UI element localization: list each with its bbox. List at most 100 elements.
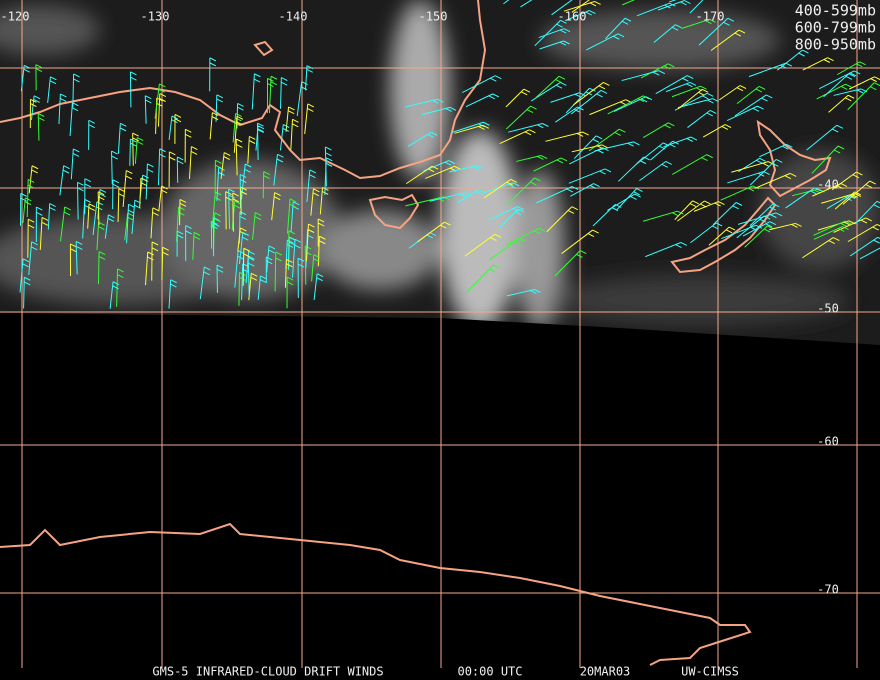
wind-barb [92, 201, 104, 236]
wind-barb [499, 129, 536, 145]
coastlines [0, 0, 832, 666]
tasmania-coast [368, 193, 420, 230]
wind-barb [168, 279, 177, 309]
wind-barb [176, 156, 184, 183]
wind-barb [555, 106, 584, 123]
wind-barb [561, 229, 599, 254]
wind-barb [545, 131, 589, 142]
wind-barb [640, 63, 675, 79]
wind-barb [122, 170, 133, 208]
wind-barb [405, 165, 439, 185]
wind-barb [60, 206, 71, 242]
wind-barb [129, 71, 137, 108]
wind-barb [689, 0, 704, 14]
wind-barb [47, 76, 57, 103]
wind-barb [310, 188, 320, 216]
wind-barb [145, 163, 154, 200]
wind-barb [570, 90, 608, 115]
wind-barb [489, 237, 526, 260]
wind-barb [212, 217, 220, 257]
latitude-label: -60 [817, 435, 839, 449]
wind-barb [674, 200, 699, 220]
wind-barb [520, 0, 533, 8]
wind-barb [26, 178, 35, 218]
wind-barb [23, 276, 31, 309]
wind-barb [563, 1, 601, 12]
antarctica-coast [0, 522, 752, 666]
legend-entry: 600-799mb [795, 19, 876, 37]
wind-barb [151, 241, 159, 281]
wind-barb [828, 94, 855, 113]
wind-barb [87, 203, 96, 229]
latitude-label: -70 [817, 583, 839, 597]
wind-barb [286, 198, 297, 234]
wind-barb [836, 61, 866, 76]
wind-barb [59, 165, 70, 196]
wind-barb [642, 210, 684, 222]
wind-barb [215, 94, 224, 122]
wind-barb [776, 49, 809, 71]
wind-barb [126, 203, 135, 244]
wind-barb [454, 124, 489, 134]
longitude-label: -170 [696, 10, 725, 24]
wind-barb [273, 153, 284, 186]
wind-barb [677, 88, 709, 110]
wind-barb [35, 64, 43, 91]
wind-barb [240, 163, 252, 200]
wind-barb [407, 131, 438, 147]
wind-barb [617, 156, 650, 182]
wind-barb [35, 206, 43, 242]
wind-barb [645, 242, 688, 258]
wind-barb [833, 217, 872, 233]
wind-barb [571, 0, 590, 13]
wind-barb [554, 250, 587, 277]
wind-barb [285, 106, 295, 132]
wind-barbs [19, 0, 880, 309]
wind-barb [256, 122, 264, 161]
wind-barb [77, 181, 84, 220]
wind-barb [811, 145, 845, 174]
wind-barb [462, 75, 502, 94]
footer-text: 00:00 UTC [457, 665, 522, 679]
wind-barb [823, 72, 857, 98]
wind-barb [736, 85, 766, 105]
wind-barb [274, 251, 282, 292]
wind-barb [785, 187, 821, 209]
wind-barb [416, 221, 451, 243]
wind-barb [749, 158, 783, 186]
wind-barb [139, 177, 148, 209]
footer-text: GMS-5 INFRARED-CLOUD DRIFT WINDS [152, 665, 383, 679]
wind-barb [488, 206, 524, 221]
wind-barb [573, 81, 610, 106]
wind-barb [847, 224, 880, 243]
wind-barb [465, 93, 499, 108]
wind-barb [134, 137, 144, 164]
wind-barb [847, 82, 880, 111]
wind-barb [669, 0, 677, 3]
wind-barb [324, 157, 333, 195]
wind-barb [184, 128, 192, 163]
wind-barb [228, 188, 236, 229]
wind-barb [69, 102, 79, 136]
wind-barb [536, 186, 579, 204]
wind-barb [570, 183, 600, 197]
wind-barb [220, 152, 231, 180]
wind-barb [19, 258, 30, 293]
wind-barb [642, 122, 675, 138]
australia-coast [0, 0, 487, 180]
longitude-label: -120 [1, 10, 30, 24]
wind-barb [176, 230, 184, 257]
wind-barb [506, 227, 546, 246]
wind-barb [754, 172, 797, 189]
wind-barb [748, 62, 793, 78]
wind-barb [286, 276, 294, 309]
wind-barb [88, 119, 96, 150]
wind-barb [449, 165, 484, 173]
wind-barb [47, 203, 56, 230]
wind-barb [429, 192, 472, 202]
wind-barb [70, 148, 80, 180]
wind-barb [681, 18, 716, 29]
